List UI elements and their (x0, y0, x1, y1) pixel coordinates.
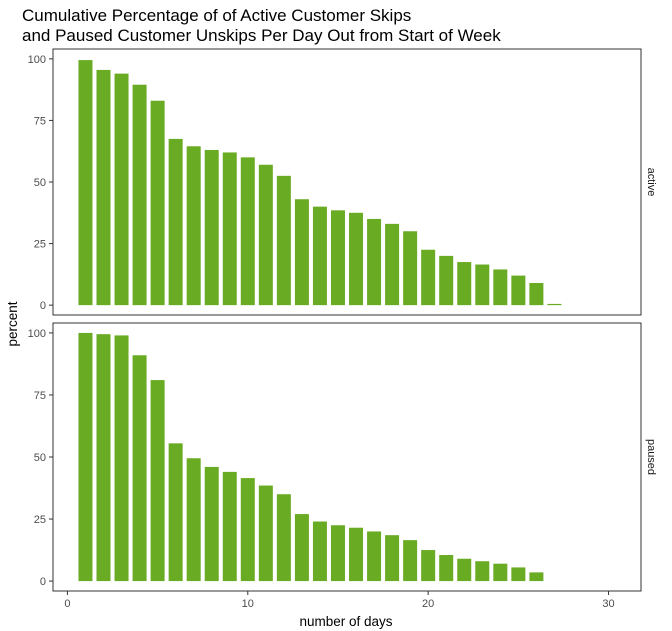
x-tick-label: 20 (422, 598, 434, 610)
bar (114, 73, 129, 306)
bar (78, 332, 93, 582)
bar (294, 514, 309, 582)
y-tick-label: 25 (34, 239, 46, 251)
bar (457, 262, 472, 306)
x-tick-label: 0 (64, 598, 70, 610)
bar (312, 521, 327, 582)
bar (493, 269, 508, 306)
bar (240, 478, 255, 582)
bar (276, 175, 291, 306)
bar (258, 485, 273, 582)
bars-active (78, 60, 562, 306)
bar (222, 471, 237, 582)
bar (204, 466, 219, 582)
y-tick-label: 75 (34, 115, 46, 127)
bar (421, 249, 436, 306)
bar (439, 555, 454, 582)
facet-panels: 0 25 50 75 100 active 0 25 50 75 100 paused (28, 48, 657, 592)
bar (168, 443, 183, 582)
y-tick-label: 100 (28, 328, 46, 340)
bar (132, 355, 147, 582)
facet-panel-paused: 0 25 50 75 100 paused (28, 322, 657, 592)
bar (421, 550, 436, 582)
bar (114, 335, 129, 582)
bar (240, 157, 255, 306)
bar (547, 303, 562, 306)
bar (186, 458, 201, 582)
bars-paused (78, 332, 544, 582)
chart-title-line-2: and Paused Customer Unskips Per Day Out … (22, 26, 501, 45)
bar (403, 231, 418, 306)
x-tick-label: 30 (602, 598, 614, 610)
facet-panel-active: 0 25 50 75 100 active (28, 48, 657, 316)
y-tick-label: 50 (34, 452, 46, 464)
bar (349, 212, 364, 306)
bar (511, 567, 526, 582)
facet-strip-label: active (645, 168, 657, 197)
chart-title-line-1: Cumulative Percentage of of Active Custo… (22, 6, 411, 25)
bar (511, 275, 526, 306)
bar (204, 149, 219, 306)
bar (258, 164, 273, 306)
facet-strip-label: paused (645, 439, 657, 475)
y-tick-label: 75 (34, 390, 46, 402)
bar (385, 535, 400, 582)
bar (385, 223, 400, 306)
bar (312, 206, 327, 306)
y-axis-title: percent (5, 301, 20, 346)
y-tick-label: 0 (40, 576, 46, 588)
bar (475, 561, 490, 582)
y-tick-label: 100 (28, 54, 46, 66)
bar (78, 60, 93, 306)
bar (457, 558, 472, 582)
bar (150, 380, 165, 582)
bar (475, 264, 490, 306)
bar (349, 527, 364, 582)
y-tick-label: 50 (34, 177, 46, 189)
bar (493, 563, 508, 582)
bar (330, 525, 345, 582)
x-axis-title: number of days (299, 614, 392, 629)
bar (132, 84, 147, 306)
bar (330, 210, 345, 306)
y-tick-label: 0 (40, 300, 46, 312)
bar (276, 494, 291, 582)
bar (403, 540, 418, 582)
bar (439, 255, 454, 306)
bar (367, 218, 382, 306)
bar (96, 69, 111, 306)
bar (96, 334, 111, 582)
bar (186, 146, 201, 306)
bar (294, 199, 309, 306)
x-axis: 0 10 20 30 (64, 591, 615, 610)
bar (168, 138, 183, 306)
bar (529, 572, 544, 582)
y-tick-label: 25 (34, 514, 46, 526)
x-tick-label: 10 (242, 598, 254, 610)
bar (529, 282, 544, 306)
bar (222, 152, 237, 306)
bar (367, 531, 382, 582)
bar (150, 100, 165, 306)
